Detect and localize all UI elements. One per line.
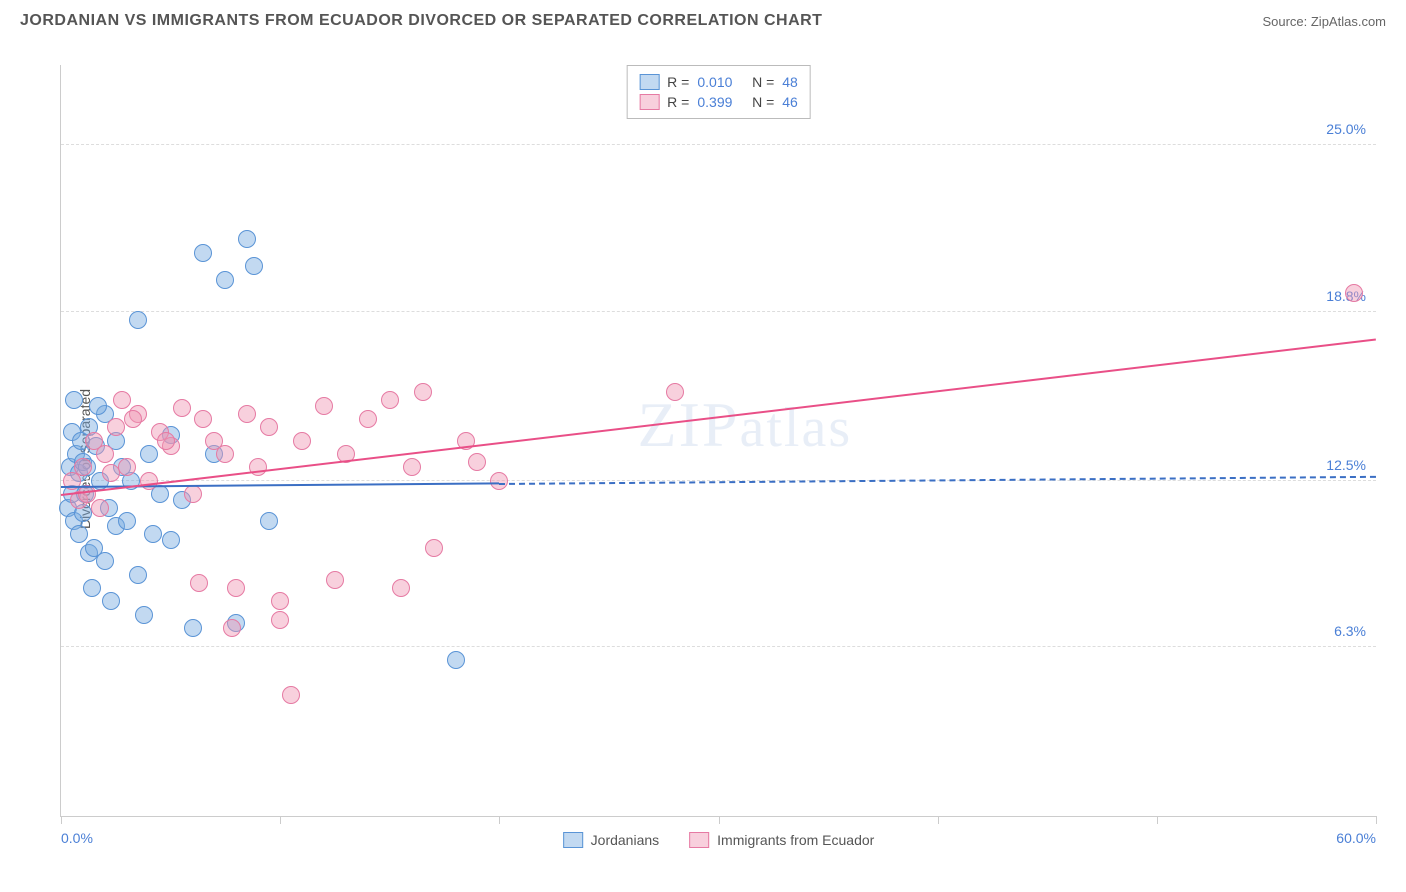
- legend-swatch: [563, 832, 583, 848]
- scatter-point: [194, 410, 212, 428]
- x-tick: [1157, 816, 1158, 824]
- scatter-point: [490, 472, 508, 490]
- x-tick: [1376, 816, 1377, 824]
- scatter-point: [184, 619, 202, 637]
- scatter-point: [118, 458, 136, 476]
- scatter-point: [1345, 284, 1363, 302]
- x-tick: [938, 816, 939, 824]
- scatter-point: [359, 410, 377, 428]
- stat-r-value: 0.399: [697, 94, 732, 110]
- scatter-point: [194, 244, 212, 262]
- scatter-point: [223, 619, 241, 637]
- scatter-point: [96, 445, 114, 463]
- scatter-point: [260, 418, 278, 436]
- scatter-point: [271, 592, 289, 610]
- scatter-point: [666, 383, 684, 401]
- source-label: Source: ZipAtlas.com: [1262, 14, 1386, 29]
- chart-title: JORDANIAN VS IMMIGRANTS FROM ECUADOR DIV…: [20, 12, 822, 30]
- plot-area: ZIPatlas R = 0.010 N = 48R = 0.399 N = 4…: [60, 65, 1376, 817]
- x-tick: [499, 816, 500, 824]
- x-tick: [61, 816, 62, 824]
- bottom-legend: Jordanians Immigrants from Ecuador: [563, 832, 875, 848]
- stat-n-value: 46: [782, 94, 798, 110]
- scatter-point: [326, 571, 344, 589]
- scatter-point: [70, 525, 88, 543]
- scatter-point: [216, 271, 234, 289]
- x-tick: [719, 816, 720, 824]
- scatter-point: [271, 611, 289, 629]
- scatter-point: [468, 453, 486, 471]
- scatter-point: [227, 579, 245, 597]
- scatter-point: [162, 531, 180, 549]
- scatter-point: [381, 391, 399, 409]
- scatter-point: [89, 397, 107, 415]
- scatter-point: [135, 606, 153, 624]
- scatter-point: [140, 445, 158, 463]
- trend-line: [61, 339, 1376, 497]
- stat-r-label: R =: [667, 94, 689, 110]
- scatter-point: [129, 311, 147, 329]
- y-tick-label: 25.0%: [1326, 121, 1366, 137]
- scatter-point: [447, 651, 465, 669]
- scatter-point: [83, 579, 101, 597]
- stat-box: R = 0.010 N = 48R = 0.399 N = 46: [626, 65, 811, 119]
- scatter-point: [190, 574, 208, 592]
- stat-r-value: 0.010: [697, 74, 732, 90]
- scatter-point: [238, 230, 256, 248]
- scatter-point: [184, 485, 202, 503]
- scatter-point: [216, 445, 234, 463]
- stat-n-label: N =: [740, 74, 774, 90]
- gridline: [61, 144, 1376, 145]
- legend-item: Immigrants from Ecuador: [689, 832, 874, 848]
- scatter-point: [118, 512, 136, 530]
- scatter-point: [282, 686, 300, 704]
- scatter-point: [293, 432, 311, 450]
- scatter-point: [102, 592, 120, 610]
- stat-n-label: N =: [740, 94, 774, 110]
- scatter-point: [157, 432, 175, 450]
- scatter-point: [245, 257, 263, 275]
- legend-swatch: [689, 832, 709, 848]
- stat-row: R = 0.010 N = 48: [639, 72, 798, 92]
- y-tick-label: 6.3%: [1334, 623, 1366, 639]
- scatter-point: [403, 458, 421, 476]
- legend-swatch: [639, 94, 659, 110]
- x-tick: [280, 816, 281, 824]
- y-tick-label: 12.5%: [1326, 457, 1366, 473]
- scatter-point: [107, 418, 125, 436]
- gridline: [61, 311, 1376, 312]
- scatter-point: [260, 512, 278, 530]
- scatter-point: [414, 383, 432, 401]
- scatter-point: [315, 397, 333, 415]
- scatter-point: [124, 410, 142, 428]
- scatter-point: [144, 525, 162, 543]
- scatter-point: [129, 566, 147, 584]
- legend-swatch: [639, 74, 659, 90]
- x-min-label: 0.0%: [61, 830, 93, 846]
- scatter-point: [238, 405, 256, 423]
- stat-row: R = 0.399 N = 46: [639, 92, 798, 112]
- stat-r-label: R =: [667, 74, 689, 90]
- legend-item: Jordanians: [563, 832, 660, 848]
- scatter-point: [392, 579, 410, 597]
- chart-container: Divorced or Separated ZIPatlas R = 0.010…: [20, 45, 1386, 872]
- scatter-point: [96, 552, 114, 570]
- gridline: [61, 646, 1376, 647]
- legend-label: Jordanians: [591, 832, 660, 848]
- x-max-label: 60.0%: [1336, 830, 1376, 846]
- scatter-point: [65, 391, 83, 409]
- scatter-point: [91, 499, 109, 517]
- legend-label: Immigrants from Ecuador: [717, 832, 874, 848]
- scatter-point: [113, 391, 131, 409]
- stat-n-value: 48: [782, 74, 798, 90]
- scatter-point: [173, 399, 191, 417]
- scatter-point: [249, 458, 267, 476]
- scatter-point: [425, 539, 443, 557]
- scatter-point: [74, 458, 92, 476]
